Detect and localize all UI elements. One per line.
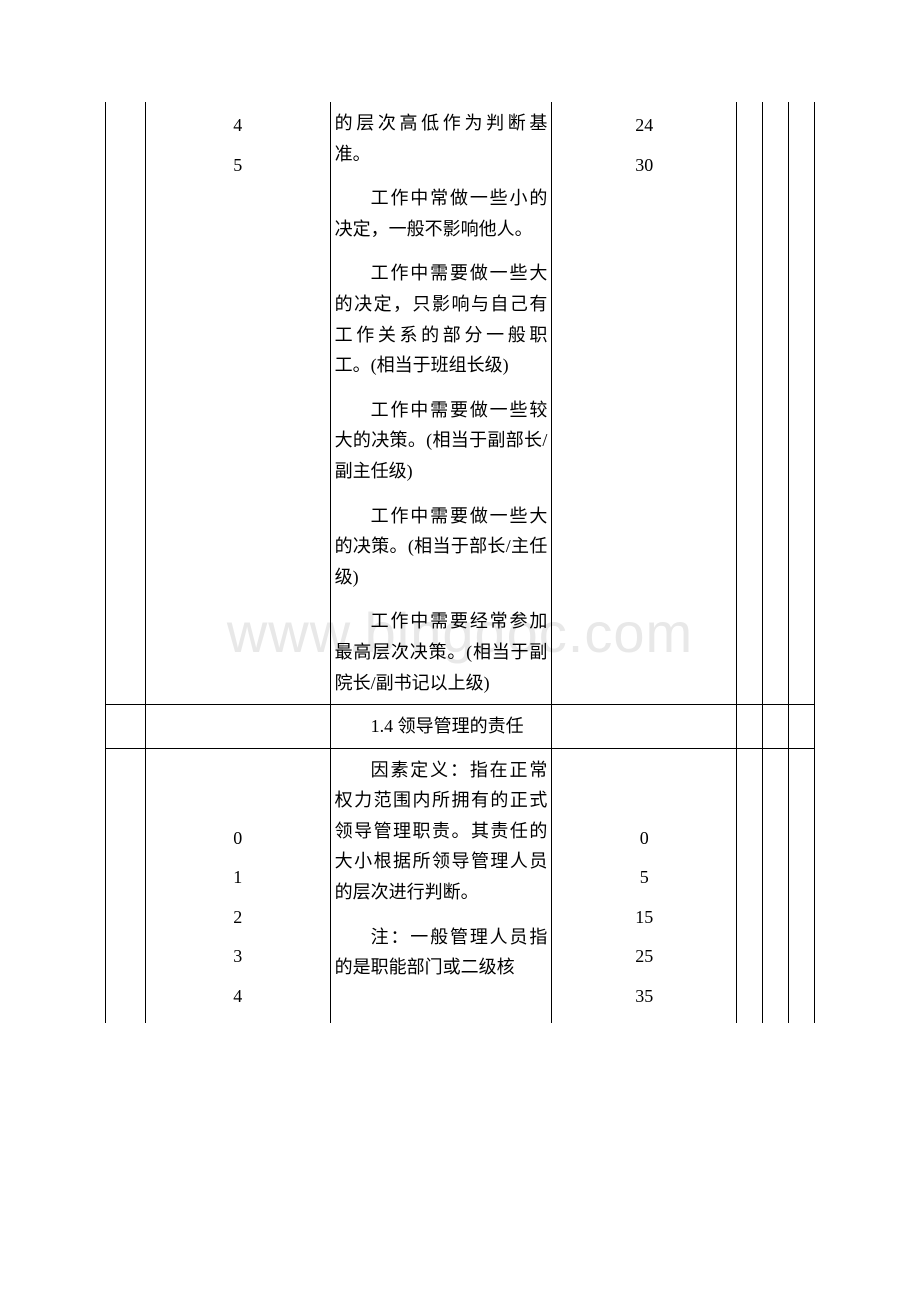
- cell-empty: [106, 748, 146, 1022]
- cell-scores: 24 30: [552, 102, 737, 705]
- paragraph: 工作中需要做一些大的决策。(相当于部长/主任级): [335, 501, 548, 593]
- cell-scores: 0 5 15 25 35: [552, 748, 737, 1022]
- cell-empty: [106, 705, 146, 749]
- cell-empty: [763, 705, 789, 749]
- cell-empty: [789, 748, 815, 1022]
- cell-section-title: 1.4 领导管理的责任: [330, 705, 552, 749]
- section-title: 1.4 领导管理的责任: [335, 711, 548, 742]
- cell-levels: 0 1 2 3 4: [145, 748, 330, 1022]
- cell-empty: [737, 102, 763, 705]
- cell-content: 因素定义：指在正常权力范围内所拥有的正式领导管理职责。其责任的大小根据所领导管理…: [330, 748, 552, 1022]
- table-row: 0 1 2 3 4 因素定义：指在正常权力范围内所拥有的正式领导管理职责。其责任…: [106, 748, 815, 1022]
- cell-levels: 4 5: [145, 102, 330, 705]
- cell-empty: [763, 102, 789, 705]
- paragraph: 工作中常做一些小的决定，一般不影响他人。: [335, 183, 548, 244]
- paragraph: 工作中需要经常参加最高层次决策。(相当于副院长/副书记以上级): [335, 606, 548, 698]
- table-row: 1.4 领导管理的责任: [106, 705, 815, 749]
- paragraph: 工作中需要做一些较大的决策。(相当于副部长/副主任级): [335, 395, 548, 487]
- paragraph: 的层次高低作为判断基准。: [335, 108, 548, 169]
- cell-empty: [737, 705, 763, 749]
- paragraph: 因素定义：指在正常权力范围内所拥有的正式领导管理职责。其责任的大小根据所领导管理…: [335, 755, 548, 908]
- cell-empty: [789, 102, 815, 705]
- document-table: 4 5 的层次高低作为判断基准。 工作中常做一些小的决定，一般不影响他人。 工作…: [105, 102, 815, 1023]
- paragraph: 工作中需要做一些大的决定，只影响与自己有工作关系的部分一般职工。(相当于班组长级…: [335, 258, 548, 380]
- cell-empty: [552, 705, 737, 749]
- cell-empty: [106, 102, 146, 705]
- cell-empty: [763, 748, 789, 1022]
- table-row: 4 5 的层次高低作为判断基准。 工作中常做一些小的决定，一般不影响他人。 工作…: [106, 102, 815, 705]
- cell-content: 的层次高低作为判断基准。 工作中常做一些小的决定，一般不影响他人。 工作中需要做…: [330, 102, 552, 705]
- cell-empty: [737, 748, 763, 1022]
- cell-empty: [145, 705, 330, 749]
- paragraph: 注：一般管理人员指的是职能部门或二级核: [335, 922, 548, 983]
- cell-empty: [789, 705, 815, 749]
